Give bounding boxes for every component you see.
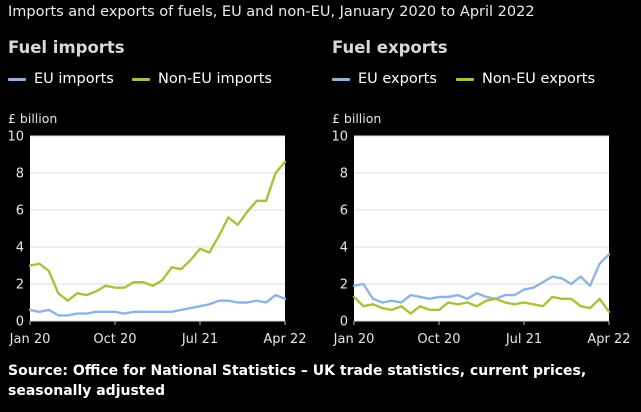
y-tick-label: 8	[16, 167, 24, 182]
legend-item-non-eu-exports: Non-EU exports	[456, 71, 595, 87]
legend-item-eu-exports: EU exports	[332, 71, 437, 87]
legend-swatch-non-eu	[456, 77, 474, 81]
x-tick-label: Jul 21	[505, 332, 542, 347]
fuel-imports-panel: Fuel imports EU imports Non-EU imports £…	[7, 38, 318, 358]
y-tick-label: 4	[340, 241, 348, 256]
y-tick-label: 4	[16, 241, 24, 256]
legend-item-non-eu-imports: Non-EU imports	[132, 71, 272, 87]
legend-swatch-eu	[332, 77, 350, 81]
legend-label: Non-EU imports	[158, 71, 272, 87]
eu-exports-line	[352, 253, 611, 304]
eu-imports-line	[28, 293, 287, 317]
x-tick-label: Jan 20	[333, 332, 375, 347]
x-tick-label: Apr 22	[263, 332, 306, 347]
source-note: Source: Office for National Statistics –…	[8, 363, 587, 399]
legend-swatch-eu	[8, 77, 26, 81]
y-tick-label: 10	[331, 130, 348, 145]
plot-area	[30, 136, 285, 321]
fuel-imports-chart: 0 2 4 6 8 10 Jan 20 Oct 20 Jul 21 Apr 22	[7, 130, 306, 348]
y-tick-label: 2	[16, 278, 24, 293]
y-axis-unit-label: £ billion	[332, 111, 382, 126]
y-axis-unit-label: £ billion	[8, 111, 58, 126]
y-tick-label: 6	[340, 204, 348, 219]
x-tick-label: Oct 20	[417, 332, 460, 347]
y-tick-label: 10	[7, 130, 24, 145]
y-tick-label: 6	[16, 204, 24, 219]
x-tick-label: Jan 20	[9, 332, 51, 347]
panel-title: Fuel exports	[332, 38, 448, 57]
x-tick-label: Apr 22	[587, 332, 630, 347]
legend-item-eu-imports: EU imports	[8, 71, 114, 87]
x-tick-label: Jul 21	[181, 332, 218, 347]
legend-label: Non-EU exports	[482, 71, 596, 87]
fuel-exports-chart: 0 2 4 6 8 10 Jan 20 Oct 20 Jul 21 Apr 22	[331, 130, 630, 348]
fuel-exports-panel: Fuel exports EU exports Non-EU exports £…	[331, 38, 641, 358]
x-tick-label: Oct 20	[93, 332, 136, 347]
legend-label: EU imports	[34, 71, 114, 87]
figure-title: Imports and exports of fuels, EU and non…	[8, 4, 535, 20]
y-tick-label: 8	[340, 167, 348, 182]
panel-title: Fuel imports	[8, 38, 125, 57]
y-tick-label: 2	[340, 278, 348, 293]
y-tick-label: 0	[16, 315, 24, 330]
legend-swatch-non-eu	[132, 77, 150, 81]
y-tick-label: 0	[340, 315, 348, 330]
plot-area	[354, 136, 609, 321]
non-eu-imports-line	[28, 160, 287, 302]
non-eu-exports-line	[352, 295, 611, 315]
legend-label: EU exports	[358, 71, 437, 87]
